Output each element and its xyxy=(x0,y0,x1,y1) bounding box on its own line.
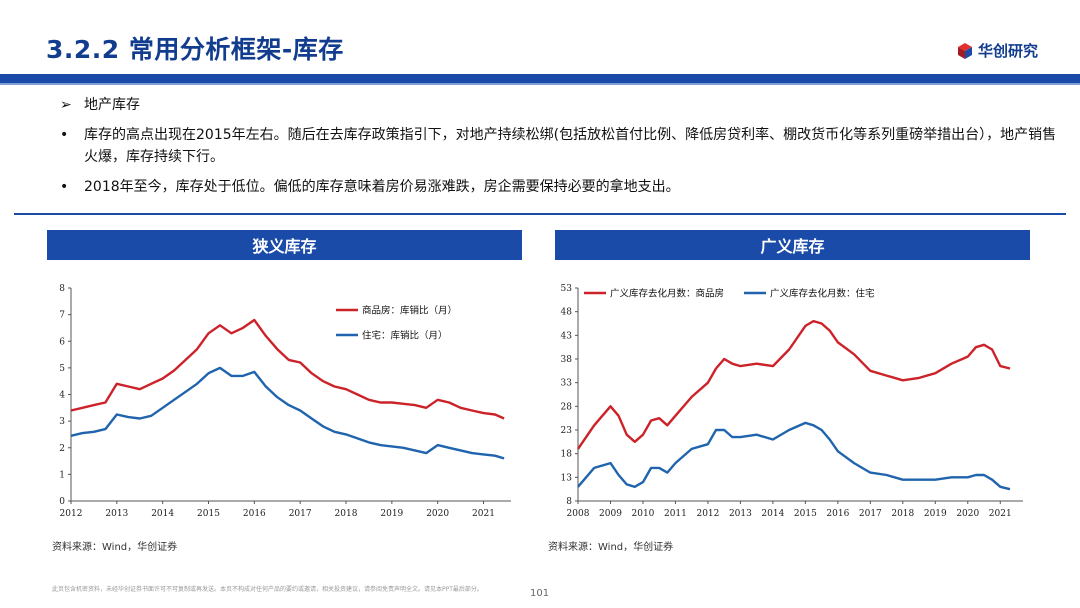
section-divider xyxy=(14,213,1066,215)
x-tick-label: 2021 xyxy=(472,509,495,519)
disclaimer: 此页包含机密资料，未经华创证券书面许可不可复制或再发送。本页不构成对任何产品的要… xyxy=(52,586,483,593)
x-tick-label: 2009 xyxy=(599,509,622,519)
x-tick-label: 2013 xyxy=(729,509,752,519)
bullet-list: ➢ 地产库存 • 库存的高点出现在2015年左右。随后在去库存政策指引下，对地产… xyxy=(58,94,1058,206)
y-tick-label: 3 xyxy=(59,417,65,427)
x-tick-label: 2021 xyxy=(989,509,1012,519)
broad-inventory-chart: 8 13 18 23 28 33 38 43 48 53 2008 2009 2010 2011 2012 2… xyxy=(561,284,1023,519)
bullet-text: 地产库存 xyxy=(84,97,140,113)
bullet-item: ➢ 地产库存 xyxy=(58,94,1058,116)
y-tick-label: 48 xyxy=(561,308,573,318)
dot-bullet-icon: • xyxy=(60,179,69,195)
chart-source-left: 资料来源：Wind，华创证券 xyxy=(52,542,178,553)
header-bar xyxy=(0,74,1080,83)
y-tick-label: 38 xyxy=(561,355,573,365)
brand-logo: 华创研究 xyxy=(956,40,1038,61)
series-line-commercial xyxy=(70,318,505,420)
x-tick-label: 2011 xyxy=(664,509,687,519)
legend-label: 商品房：库销比（月） xyxy=(362,305,457,317)
x-tick-label: 2012 xyxy=(60,509,83,519)
header-bar-underline xyxy=(0,83,1080,85)
series-line-residential xyxy=(70,366,505,460)
bullet-item: • 2018年至今，库存处于低位。偏低的库存意味着房价易涨难跌，房企需要保持必要… xyxy=(58,176,1058,198)
x-tick-label: 2019 xyxy=(924,509,947,519)
arrow-bullet-icon: ➢ xyxy=(60,97,72,113)
x-tick-label: 2020 xyxy=(426,509,449,519)
x-tick-label: 2020 xyxy=(956,509,979,519)
brand-cube-icon xyxy=(957,42,972,59)
x-tick-label: 2015 xyxy=(794,509,817,519)
bullet-text: 2018年至今，库存处于低位。偏低的库存意味着房价易涨难跌，房企需要保持必要的拿… xyxy=(84,179,680,195)
chart-title-broad: 广义库存 xyxy=(555,230,1030,260)
legend-label: 广义库存去化月数：住宅 xyxy=(770,288,875,300)
bullet-text: 库存的高点出现在2015年左右。随后在去库存政策指引下，对地产持续松绑(包括放松… xyxy=(84,127,1057,165)
brand-name: 华创研究 xyxy=(977,42,1038,60)
y-tick-label: 1 xyxy=(59,470,65,480)
x-tick-label: 2013 xyxy=(105,509,128,519)
y-tick-label: 13 xyxy=(561,473,573,483)
y-tick-label: 7 xyxy=(59,311,65,321)
y-tick-label: 5 xyxy=(59,364,65,374)
y-tick-label: 6 xyxy=(59,337,65,347)
y-tick-label: 33 xyxy=(561,379,573,389)
x-tick-label: 2016 xyxy=(826,509,849,519)
x-tick-label: 2017 xyxy=(289,509,312,519)
x-tick-label: 2012 xyxy=(696,509,719,519)
y-tick-label: 2 xyxy=(59,444,65,454)
y-tick-label: 8 xyxy=(59,284,65,294)
chart-source-right: 资料来源：Wind，华创证券 xyxy=(548,542,674,553)
y-tick-label: 43 xyxy=(561,331,573,341)
x-tick-label: 2008 xyxy=(567,509,590,519)
dot-bullet-icon: • xyxy=(60,127,69,143)
series-line-commercial xyxy=(577,319,1011,450)
legend-label: 广义库存去化月数：商品房 xyxy=(610,288,724,300)
x-tick-label: 2015 xyxy=(197,509,220,519)
y-tick-label: 8 xyxy=(566,497,572,507)
series-line-residential xyxy=(577,421,1011,491)
y-tick-label: 23 xyxy=(561,426,573,436)
legend-label: 住宅：库销比（月） xyxy=(362,330,448,342)
x-tick-label: 2018 xyxy=(891,509,914,519)
y-tick-label: 53 xyxy=(561,284,573,294)
y-tick-label: 4 xyxy=(59,391,65,401)
chart-title-narrow: 狭义库存 xyxy=(47,230,522,260)
page-number: 101 xyxy=(530,588,550,599)
x-tick-label: 2018 xyxy=(335,509,358,519)
x-tick-label: 2014 xyxy=(151,509,174,519)
x-tick-label: 2016 xyxy=(243,509,266,519)
page-title: 3.2.2 常用分析框架-库存 xyxy=(46,35,344,64)
x-tick-label: 2014 xyxy=(761,509,784,519)
x-tick-label: 2010 xyxy=(632,509,655,519)
x-tick-label: 2019 xyxy=(380,509,403,519)
narrow-inventory-chart: 0 1 2 3 4 5 6 7 8 2012 2013 2014 2015 2016 2017 2018 201… xyxy=(59,284,511,519)
y-tick-label: 28 xyxy=(561,402,573,412)
bullet-item: • 库存的高点出现在2015年左右。随后在去库存政策指引下，对地产持续松绑(包括… xyxy=(58,124,1058,168)
x-tick-label: 2017 xyxy=(859,509,882,519)
y-tick-label: 0 xyxy=(59,497,65,507)
y-tick-label: 18 xyxy=(561,450,573,460)
